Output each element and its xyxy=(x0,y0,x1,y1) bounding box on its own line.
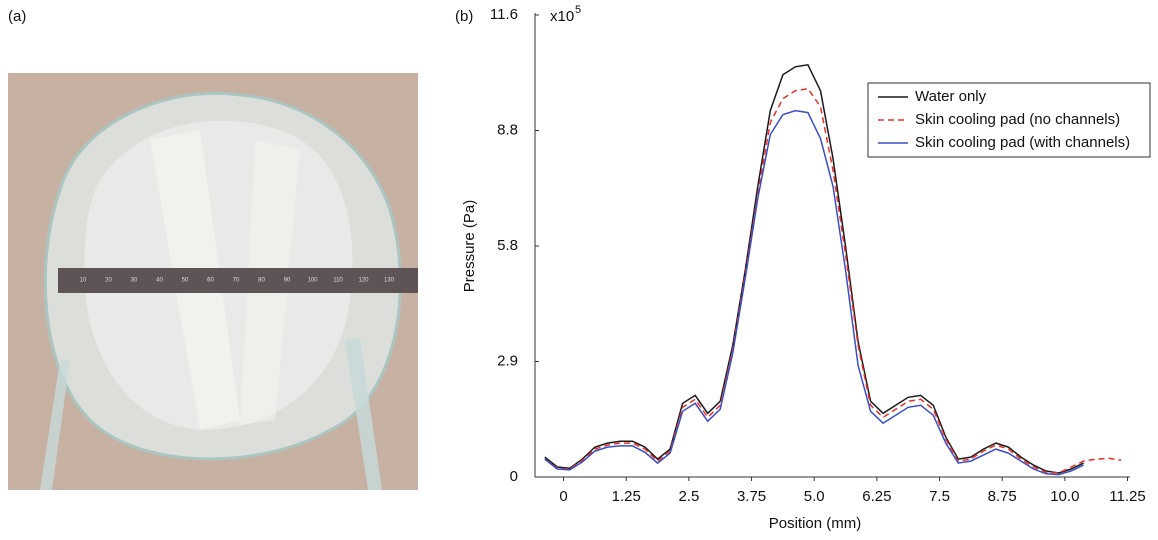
panel-label: (b) xyxy=(455,8,473,25)
x-tick-label: 0 xyxy=(559,488,567,505)
ruler-label: 110 xyxy=(333,278,343,284)
tube xyxy=(40,360,70,490)
x-tick-label: 5.0 xyxy=(804,488,825,505)
x-tick-label: 1.25 xyxy=(612,488,641,505)
ruler-label: 20 xyxy=(105,278,112,284)
x-tick-label: 3.75 xyxy=(737,488,766,505)
ruler-label: 60 xyxy=(207,278,214,284)
ruler-label: 40 xyxy=(156,278,163,284)
series-line xyxy=(544,87,1122,474)
x-tick-label: 10.0 xyxy=(1050,488,1079,505)
ruler-label: 120 xyxy=(358,278,369,284)
x-tick-label: 6.25 xyxy=(862,488,891,505)
tube xyxy=(345,338,382,490)
x-tick-label: 11.25 xyxy=(1109,488,1145,505)
legend-label: Skin cooling pad (with channels) xyxy=(915,134,1130,151)
y-tick-label: 8.8 xyxy=(497,121,518,138)
ruler-label: 100 xyxy=(307,278,318,284)
ruler-label: 90 xyxy=(284,278,291,284)
legend-box xyxy=(867,82,1151,158)
panel-label: (a) xyxy=(8,8,26,25)
ruler xyxy=(58,268,418,293)
x-axis-label: Position (mm) xyxy=(769,515,862,532)
ruler-label: 50 xyxy=(182,278,189,284)
x-tick-label: 7.5 xyxy=(929,488,950,505)
x-tick-label: 8.75 xyxy=(988,488,1017,505)
y-tick-label: 0 xyxy=(510,468,518,485)
legend-label: Water only xyxy=(915,88,987,105)
y-multiplier: x10 xyxy=(550,8,574,25)
y-tick-label: 11.6 xyxy=(490,6,518,23)
y-tick-label: 2.9 xyxy=(497,352,518,369)
ruler-label: 30 xyxy=(131,278,138,284)
series-line xyxy=(544,109,1084,476)
series-line xyxy=(544,63,1084,474)
photo: 10 20 30 40 50 60 70 80 90 100 110 120 130 xyxy=(8,73,418,490)
ruler-label: 80 xyxy=(258,278,265,284)
x-tick-label: 2.5 xyxy=(678,488,699,505)
ruler-label: 70 xyxy=(233,278,240,284)
ruler-label: 10 xyxy=(80,278,87,284)
y-axis-label: Pressure (Pa) xyxy=(461,200,478,293)
y-tick-label: 5.8 xyxy=(497,237,518,254)
legend-label: Skin cooling pad (no channels) xyxy=(915,111,1120,128)
y-multiplier-exponent: 5 xyxy=(575,4,581,16)
ruler-label: 130 xyxy=(384,278,395,284)
